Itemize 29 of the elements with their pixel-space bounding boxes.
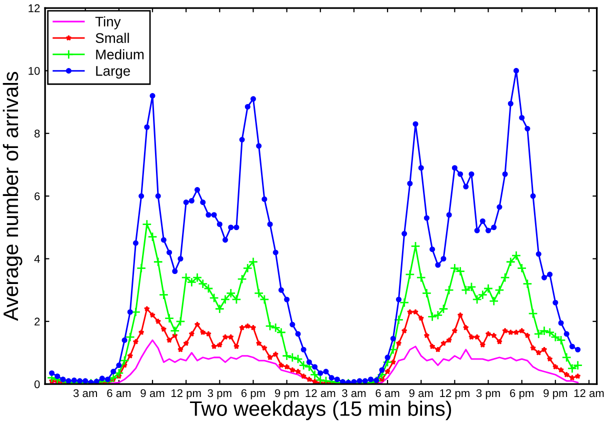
legend-label: Large	[96, 66, 130, 79]
x-axis-title: Two weekdays (15 min bins)	[190, 400, 452, 420]
x-tick-label: 12 am	[306, 389, 336, 398]
x-tick-label: 3 am	[342, 389, 366, 398]
x-tick-label: 6 am	[107, 389, 131, 398]
x-tick-label: 12 pm	[440, 389, 470, 400]
x-tick-label: 9 am	[140, 389, 164, 398]
x-tick-label: 6 pm	[510, 389, 534, 400]
x-tick-label: 3 am	[73, 389, 97, 398]
legend-label: Tiny	[95, 16, 121, 30]
x-tick-label: 9 pm	[544, 389, 568, 400]
y-tick-label: 10	[28, 66, 40, 75]
x-tick-label: 6 pm	[241, 389, 265, 400]
x-tick-label: 9 am	[409, 389, 433, 398]
x-tick-label: 6 am	[376, 389, 400, 398]
x-tick-label: 3 pm	[476, 389, 500, 400]
x-tick-label: 3 pm	[208, 389, 232, 400]
x-tick-label: 12 pm	[171, 389, 201, 400]
y-tick-label: 4	[34, 255, 40, 263]
y-tick-label: 6	[34, 192, 40, 200]
y-tick-label: 8	[34, 130, 40, 138]
y-tick-label: 2	[34, 318, 40, 326]
x-tick-label: 9 pm	[274, 389, 298, 400]
legend-label: Small	[96, 32, 129, 43]
y-tick-label: 12	[28, 4, 40, 12]
x-tick-label: 12 am	[574, 389, 604, 398]
y-tick-label: 0	[34, 380, 40, 388]
legend-label: Medium	[96, 49, 144, 60]
y-axis-title: Average number of arrivals	[2, 72, 22, 321]
